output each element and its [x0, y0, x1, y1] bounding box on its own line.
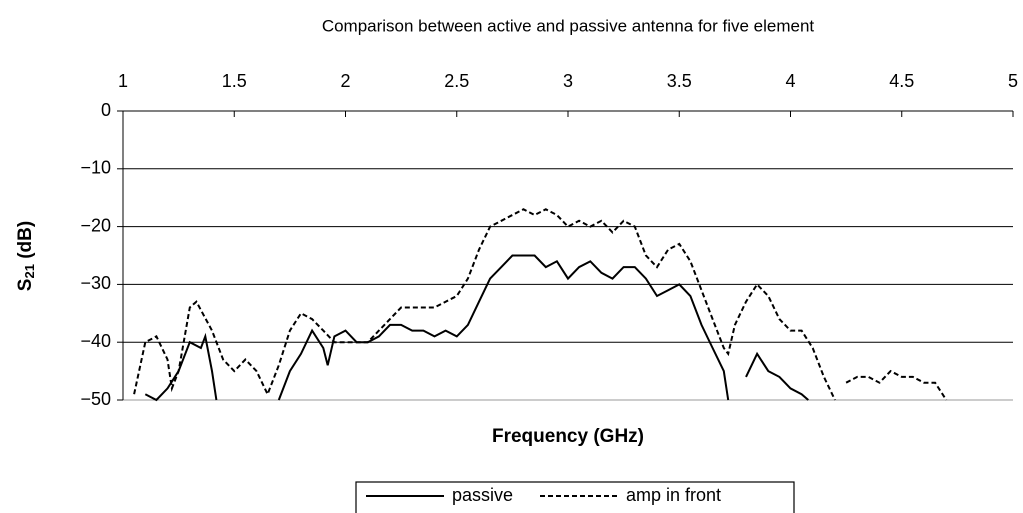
y-tick-label: −40: [80, 331, 111, 351]
series-line: [144, 254, 809, 402]
y-tick-label: −10: [80, 158, 111, 178]
x-tick-label: 3: [563, 71, 573, 91]
y-axis-title: S21 (dB): [15, 221, 37, 291]
y-title-part: (dB): [15, 221, 36, 264]
x-tick-label: 4: [785, 71, 795, 91]
legend-label: amp in front: [626, 485, 721, 505]
y-tick-label: −20: [80, 215, 111, 235]
y-title-sub: 21: [22, 264, 37, 278]
x-tick-label: 2.5: [444, 71, 469, 91]
plot-lines: [133, 208, 948, 402]
x-tick-label: 3.5: [667, 71, 692, 91]
series-line: [133, 208, 948, 401]
y-tick-label: 0: [101, 100, 111, 120]
x-tick-label: 2: [340, 71, 350, 91]
x-tick-label: 1.5: [222, 71, 247, 91]
y-tick-label: −50: [80, 389, 111, 409]
y-tick-label: −30: [80, 273, 111, 293]
y-title-part: S: [15, 279, 36, 292]
x-tick-label: 1: [118, 71, 128, 91]
x-axis-title: Frequency (GHz): [492, 426, 644, 447]
x-tick-label: 5: [1008, 71, 1018, 91]
x-tick-label: 4.5: [889, 71, 914, 91]
legend-label: passive: [452, 485, 513, 505]
chart-title: Comparison between active and passive an…: [322, 16, 815, 35]
legend-box: [355, 481, 795, 513]
